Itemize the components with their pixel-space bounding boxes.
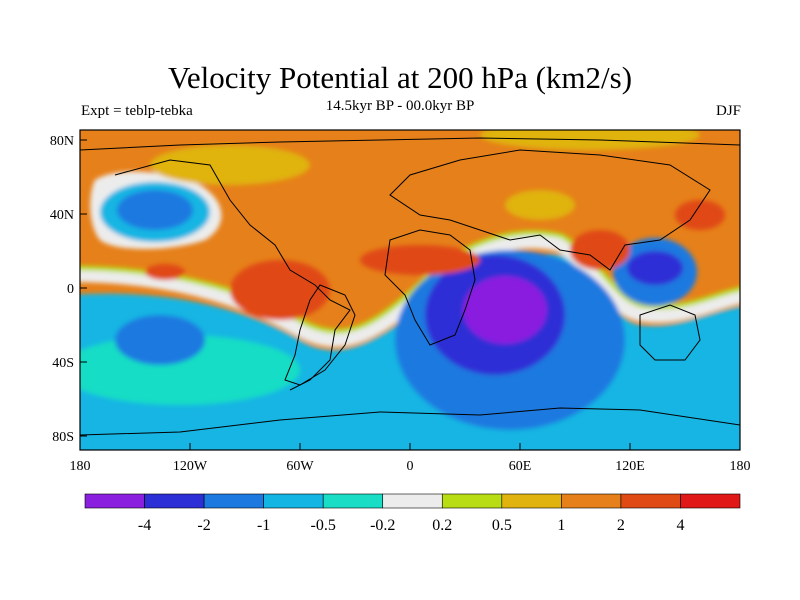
colorbar-label: 0.2 xyxy=(432,517,452,534)
arctic-yellow-west xyxy=(150,145,310,185)
east-pacific-maximum xyxy=(230,260,330,320)
asia-yellow xyxy=(505,190,575,220)
north-pacific-minimum xyxy=(117,190,193,230)
colorbar: -4 -2 -1 -0.5 -0.2 0.2 0.5 1 2 4 xyxy=(84,493,741,534)
map-subtitle: 14.5kyr BP - 00.0kyr BP xyxy=(325,98,475,114)
season-label: DJF xyxy=(715,103,741,119)
colorbar-label: -2 xyxy=(197,517,210,534)
x-tick-label: 120E xyxy=(615,459,645,474)
north-pacific-maximum xyxy=(675,200,725,230)
colorbar-label: -0.5 xyxy=(311,517,336,534)
x-tick-label: 180 xyxy=(70,459,91,474)
north-america-coast xyxy=(114,159,351,391)
south-pacific-minimum xyxy=(115,315,205,365)
indian-ocean-minimum-core xyxy=(463,276,547,344)
atlantic-africa-maximum xyxy=(360,245,480,275)
x-tick-label: 60E xyxy=(509,459,532,474)
antarctica-coast xyxy=(80,407,740,436)
colorbar-label: -0.2 xyxy=(370,517,395,534)
colorbar-swatch xyxy=(680,493,741,509)
x-tick-label: 0 xyxy=(407,459,414,474)
west-pacific-minimum-core xyxy=(627,251,683,285)
africa-coast xyxy=(384,229,476,346)
colorbar-label: -1 xyxy=(257,517,270,534)
experiment-label: Expt = teblp-tebka xyxy=(81,103,193,119)
colorbar-swatch xyxy=(263,493,324,509)
y-tick-label: 80N xyxy=(50,134,74,149)
colorbar-swatch xyxy=(382,493,443,509)
south-america-coast xyxy=(284,284,356,386)
colorbar-swatch xyxy=(620,493,681,509)
x-axis-ticks: 180 120W 60W 0 60E 120E 180 xyxy=(70,443,751,474)
arctic-yellow-east xyxy=(480,130,700,150)
arctic-coast xyxy=(80,137,740,151)
x-tick-label: 180 xyxy=(730,459,751,474)
colorbar-label: 4 xyxy=(676,517,684,534)
coastlines xyxy=(80,137,740,436)
map-title: Velocity Potential at 200 hPa (km2/s) xyxy=(167,60,633,95)
colorbar-label: 2 xyxy=(617,517,625,534)
colorbar-label: 0.5 xyxy=(492,517,512,534)
y-tick-label: 0 xyxy=(67,282,74,297)
colorbar-swatch xyxy=(144,493,205,509)
colorbar-swatch xyxy=(561,493,622,509)
eurasia-coast xyxy=(389,149,711,271)
x-tick-label: 120W xyxy=(173,459,208,474)
colorbar-label: 1 xyxy=(557,517,565,534)
y-axis-ticks: 80N 40N 0 40S 80S xyxy=(50,134,87,445)
y-tick-label: 40S xyxy=(52,356,74,371)
x-tick-label: 60W xyxy=(286,459,314,474)
colorbar-swatch xyxy=(501,493,562,509)
colorbar-swatch xyxy=(441,493,503,509)
colorbar-swatch xyxy=(203,493,264,509)
australia-coast xyxy=(639,304,701,361)
colorbar-label: -4 xyxy=(138,517,151,534)
y-tick-label: 40N xyxy=(50,208,74,223)
arabia-maximum xyxy=(570,230,630,270)
colorbar-swatch xyxy=(84,493,145,509)
colorbar-swatch xyxy=(322,493,384,509)
y-tick-label: 80S xyxy=(52,430,74,445)
pacific-maximum-west xyxy=(145,264,185,280)
contour-field xyxy=(80,130,740,450)
